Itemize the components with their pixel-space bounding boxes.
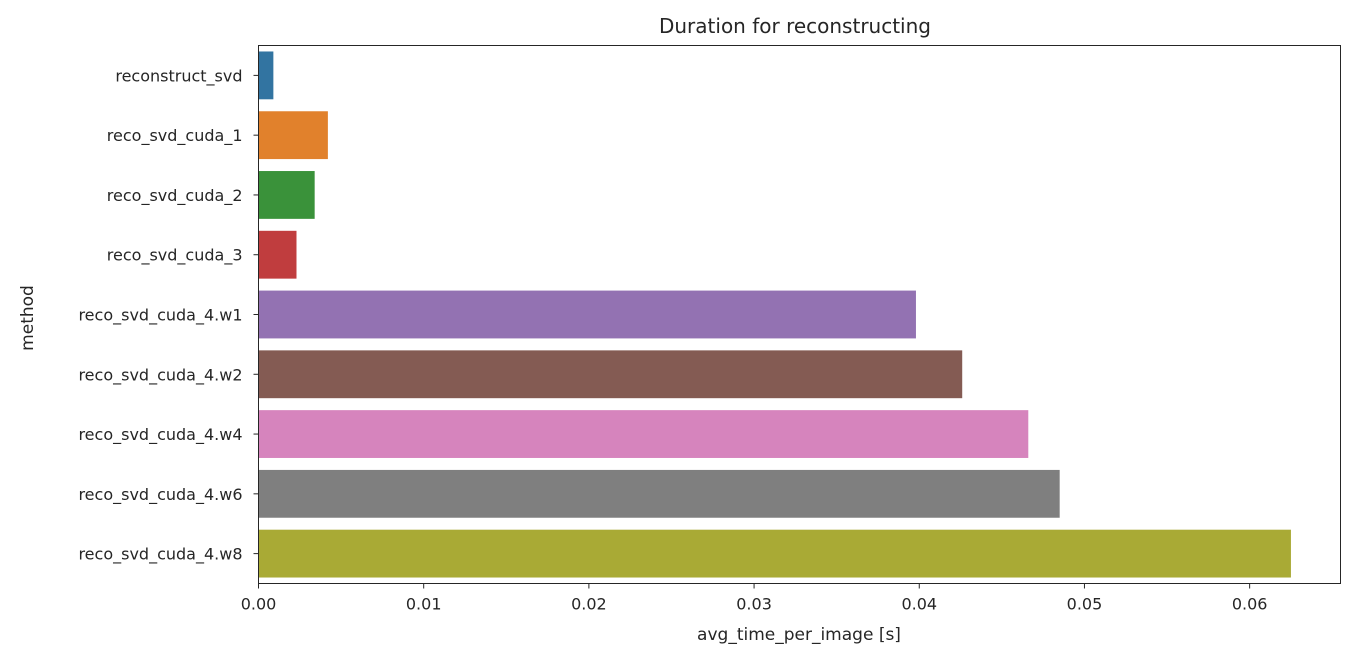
chart-title: Duration for reconstructing	[659, 14, 931, 38]
x-tick-label: 0.06	[1232, 595, 1268, 614]
bar-reco_svd_cuda_4.w4	[258, 410, 1029, 458]
bar-reco_svd_cuda_2	[258, 171, 315, 219]
x-tick-label: 0.05	[1067, 595, 1103, 614]
y-tick-label: reco_svd_cuda_4.w6	[78, 485, 242, 505]
y-axis-label: method	[18, 285, 38, 351]
bar-reco_svd_cuda_4.w8	[258, 529, 1291, 578]
plot-frame	[258, 45, 1341, 584]
bar-reconstruct_svd	[258, 51, 274, 100]
bars-group	[258, 51, 1291, 578]
x-tick-label: 0.02	[571, 595, 607, 614]
x-tick-label: 0.03	[736, 595, 772, 614]
y-axis-ticks: reconstruct_svd reco_svd_cuda_1 reco_svd_c…	[78, 66, 259, 565]
y-tick-label: reconstruct_svd	[115, 66, 242, 86]
y-tick-label: reco_svd_cuda_4.w2	[78, 365, 242, 385]
y-tick-label: reco_svd_cuda_1	[107, 126, 243, 146]
y-tick-label: reco_svd_cuda_3	[107, 246, 243, 266]
bar-reco_svd_cuda_1	[258, 111, 328, 160]
bar-reco_svd_cuda_3	[258, 230, 297, 279]
bar-reco_svd_cuda_4.w1	[258, 290, 916, 339]
x-axis-ticks: 0.00 0.01 0.02 0.03 0.04 0.05 0.06	[241, 583, 1268, 614]
x-tick-label: 0.00	[241, 595, 277, 614]
x-axis-label: avg_time_per_image [s]	[697, 625, 901, 645]
bar-reco_svd_cuda_4.w6	[258, 469, 1060, 518]
y-tick-label: reco_svd_cuda_4.w8	[78, 545, 242, 565]
x-tick-label: 0.01	[406, 595, 442, 614]
y-tick-label: reco_svd_cuda_2	[107, 186, 243, 206]
bar-reco_svd_cuda_4.w2	[258, 350, 963, 399]
y-tick-label: reco_svd_cuda_4.w4	[78, 425, 242, 445]
x-tick-label: 0.04	[901, 595, 937, 614]
y-tick-label: reco_svd_cuda_4.w1	[78, 306, 242, 326]
